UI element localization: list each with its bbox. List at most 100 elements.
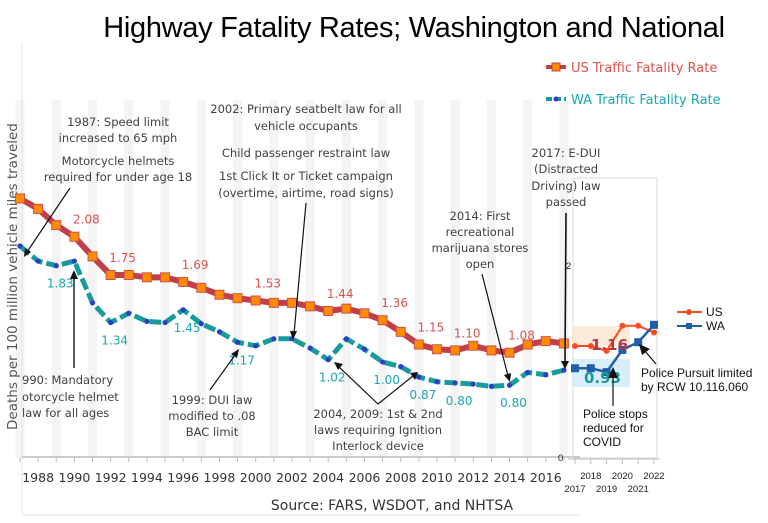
svg-text:required for under age 18: required for under age 18 [44,170,192,184]
grid-band [88,100,98,457]
grid-band [196,100,206,457]
annotation-2017-edui: 2017: E-DUI (Distracted Driving) law pas… [531,146,601,369]
x-tick-label: 2006 [349,470,381,485]
wa-data-label: 1.00 [373,373,400,387]
inset-wa-point [602,368,611,377]
legend-inset-us-label: US [706,305,723,319]
arrow-1987 [26,187,71,253]
annotation-1999: 1999: DUI law modified to .08 BAC limit [168,349,256,439]
y-axis-label: Deaths per 100 million vehicle miles tra… [5,123,21,430]
svg-text:2004, 2009: 1st & 2nd: 2004, 2009: 1st & 2nd [313,407,442,421]
wa-data-point [126,310,132,316]
us-data-point [468,340,479,351]
svg-text:laws requiring Ignition: laws requiring Ignition [314,423,442,437]
inset-x-tick-label: 2020 [612,471,633,482]
annotation-2002: 2002: Primary seatbelt law for all vehic… [210,102,402,340]
x-tick-label: 1998 [204,470,236,485]
wa-data-point [380,359,386,365]
wa-data-point [71,258,77,264]
inset-x-tick-label: 2021 [628,484,649,495]
x-tick-label: 1988 [22,470,54,485]
us-data-point [558,338,569,349]
wa-data-point [35,258,41,264]
svg-text:increased to 65 mph: increased to 65 mph [59,131,178,145]
svg-text:Motorcycle helmets: Motorcycle helmets [62,154,175,168]
arrow-pursuit [644,350,657,365]
us-data-point [540,336,551,347]
us-data-label: 1.15 [418,321,445,335]
svg-text:modified to .08: modified to .08 [168,409,256,423]
us-data-point [196,282,207,293]
us-data-label: 1.53 [254,277,281,291]
annotation-pursuit: Police Pursuit limited by RCW 10.116.060 [639,344,752,394]
us-data-label: 2.08 [73,213,100,227]
legend-inset-wa-label: WA [706,319,725,333]
wa-data-point [488,383,494,389]
wa-data-point [506,382,513,388]
inset-x-ticks: 2017 2018 2019 2020 2021 2022 [564,459,665,495]
grid-band [378,100,388,457]
grid-band [414,100,424,457]
grid-band [486,100,496,457]
us-series [15,193,569,358]
x-tick-label: 2000 [240,470,272,485]
inset-frame [572,177,658,459]
inset-series [571,320,658,377]
legend-wa-label: WA Traffic Fatality Rate [571,93,721,108]
us-data-point [450,345,461,356]
annotation-2014: 2014: First recreational marijuana store… [432,209,528,382]
wa-data-label: 0.80 [500,396,527,410]
svg-text:(Distracted: (Distracted [534,162,598,176]
us-data-label: 1.75 [109,251,136,265]
grid-band [341,100,351,457]
us-data-point [395,326,406,337]
us-data-point [123,270,134,280]
us-data-point [33,203,44,214]
inset-us-point [572,343,578,350]
us-data-label: 1.36 [381,296,408,310]
wa-data-label: 0.80 [446,394,473,408]
us-data-point [250,295,261,306]
arrow-2014 [481,273,509,377]
x-tick-label: 2004 [312,470,344,485]
x-tick-label: 2010 [421,470,453,485]
legend-inset-wa-marker [686,323,692,329]
inset-x-tick-label: 2022 [643,471,664,482]
inset-wa-point [586,364,595,373]
wa-data-point [434,379,440,385]
wa-data-point [253,343,259,349]
legend-wa-marker [553,96,559,102]
x-tick-label: 2008 [385,470,417,485]
us-data-point [51,220,62,231]
grid-band [269,100,279,457]
inset-x-tick-label: 2017 [564,484,585,495]
grid-band [523,100,533,457]
grid-band [15,100,25,457]
legend-us-label: US Traffic Fatality Rate [571,61,717,76]
svg-text:COVID: COVID [583,435,621,449]
x-axis-ticks [19,457,565,462]
us-data-label: 1.10 [454,326,481,340]
inset-x-tick-label: 2018 [580,471,601,482]
wa-data-point [343,336,349,342]
grid-band [51,100,61,457]
us-data-label: 1.08 [508,329,535,343]
us-data-point [377,315,388,326]
grid-band [305,100,315,457]
grid-band [233,100,243,457]
svg-text:1999: DUI law: 1999: DUI law [172,393,253,407]
chart-title: Highway Fatality Rates; Washington and N… [103,12,725,44]
wa-data-label: 1.02 [319,371,346,385]
svg-text:open: open [466,257,495,271]
svg-text:by RCW 10.116.060: by RCW 10.116.060 [641,380,748,394]
inset-y-tick-2: 2 [566,261,571,272]
data-labels: 2.08 1.75 1.69 1.53 1.44 1.36 1.15 1.10 1.08 1.83… [47,213,535,410]
us-data-point [87,251,98,262]
svg-text:passed: passed [546,195,587,209]
us-data-point [323,305,334,316]
us-data-point [214,289,225,300]
us-data-label: 1.69 [182,258,209,272]
inset-wa-highlight [572,359,630,387]
wa-data-point [561,367,567,373]
